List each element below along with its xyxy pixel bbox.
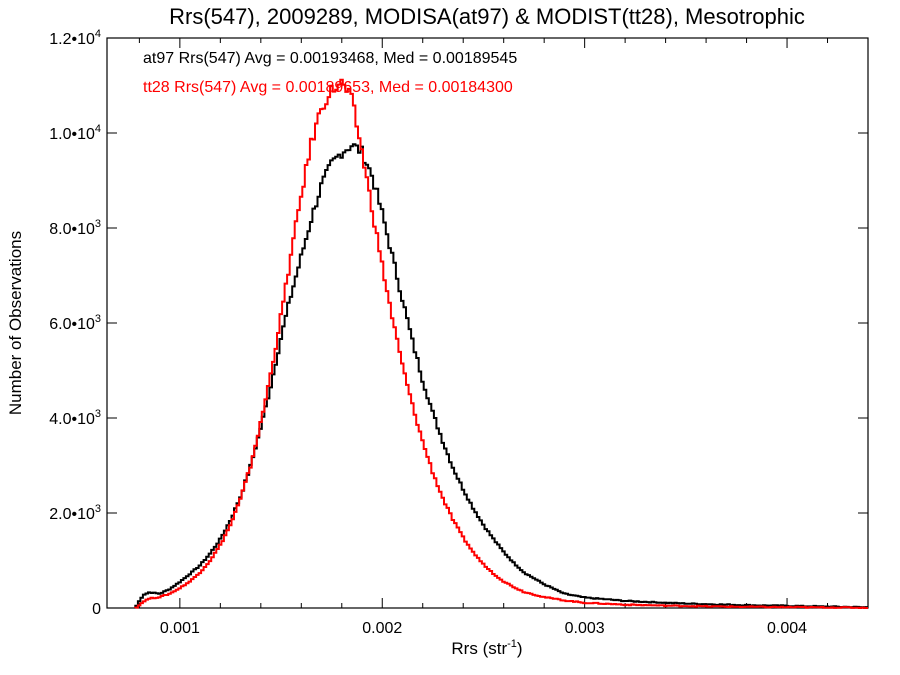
x-axis-label-sup: -1: [507, 638, 517, 650]
y-tick-mantissa-3: 6.0•10: [49, 316, 95, 333]
plot-frame: [106, 37, 869, 609]
y-tick-exponent-6: 4: [95, 28, 101, 40]
y-tick-label-1: 2.0•103: [49, 503, 101, 523]
y-tick-exponent-4: 3: [95, 218, 101, 230]
x-axis-label-base: Rrs (str: [451, 639, 507, 658]
series-group: [134, 78, 868, 609]
y-tick-mantissa-2: 4.0•10: [49, 411, 95, 428]
x-tick-label-2: 0.003: [565, 620, 605, 637]
y-tick-mantissa-5: 1.0•10: [49, 126, 95, 143]
x-tick-label-0: 0.001: [160, 620, 200, 637]
y-tick-exponent-2: 3: [95, 408, 101, 420]
y-tick-label-4: 8.0•103: [49, 218, 101, 238]
y-tick-label-6: 1.2•104: [49, 28, 101, 48]
y-tick-label-5: 1.0•104: [49, 123, 101, 143]
series-at97-line: [134, 143, 868, 609]
legend-at97: at97 Rrs(547) Avg = 0.00193468, Med = 0.…: [143, 50, 517, 67]
y-axis: 02.0•1034.0•1036.0•1038.0•1031.0•1041.2•…: [49, 28, 868, 618]
y-tick-exponent-5: 4: [95, 123, 101, 135]
y-axis-label: Number of Observations: [6, 231, 25, 415]
y-tick-mantissa-4: 8.0•10: [49, 221, 95, 238]
x-axis-label: Rrs (str-1): [451, 638, 522, 658]
y-tick-label-3: 6.0•103: [49, 313, 101, 333]
y-tick-exponent-3: 3: [95, 313, 101, 325]
series-tt28-line: [134, 78, 868, 609]
y-tick-label-0: 0: [92, 601, 101, 618]
y-tick-mantissa-0: 0: [92, 601, 101, 618]
x-axis-label-end: ): [517, 639, 523, 658]
y-tick-exponent-1: 3: [95, 503, 101, 515]
x-axis: 0.001 0.002 0.003 0.004: [138, 38, 869, 637]
y-tick-mantissa-6: 1.2•10: [49, 31, 95, 48]
legend-tt28: tt28 Rrs(547) Avg = 0.00189653, Med = 0.…: [143, 79, 513, 96]
x-tick-label-1: 0.002: [362, 620, 402, 637]
chart-title: Rrs(547), 2009289, MODISA(at97) & MODIST…: [169, 4, 805, 29]
y-tick-mantissa-1: 2.0•10: [49, 506, 95, 523]
y-tick-label-2: 4.0•103: [49, 408, 101, 428]
x-tick-label-3: 0.004: [767, 620, 807, 637]
